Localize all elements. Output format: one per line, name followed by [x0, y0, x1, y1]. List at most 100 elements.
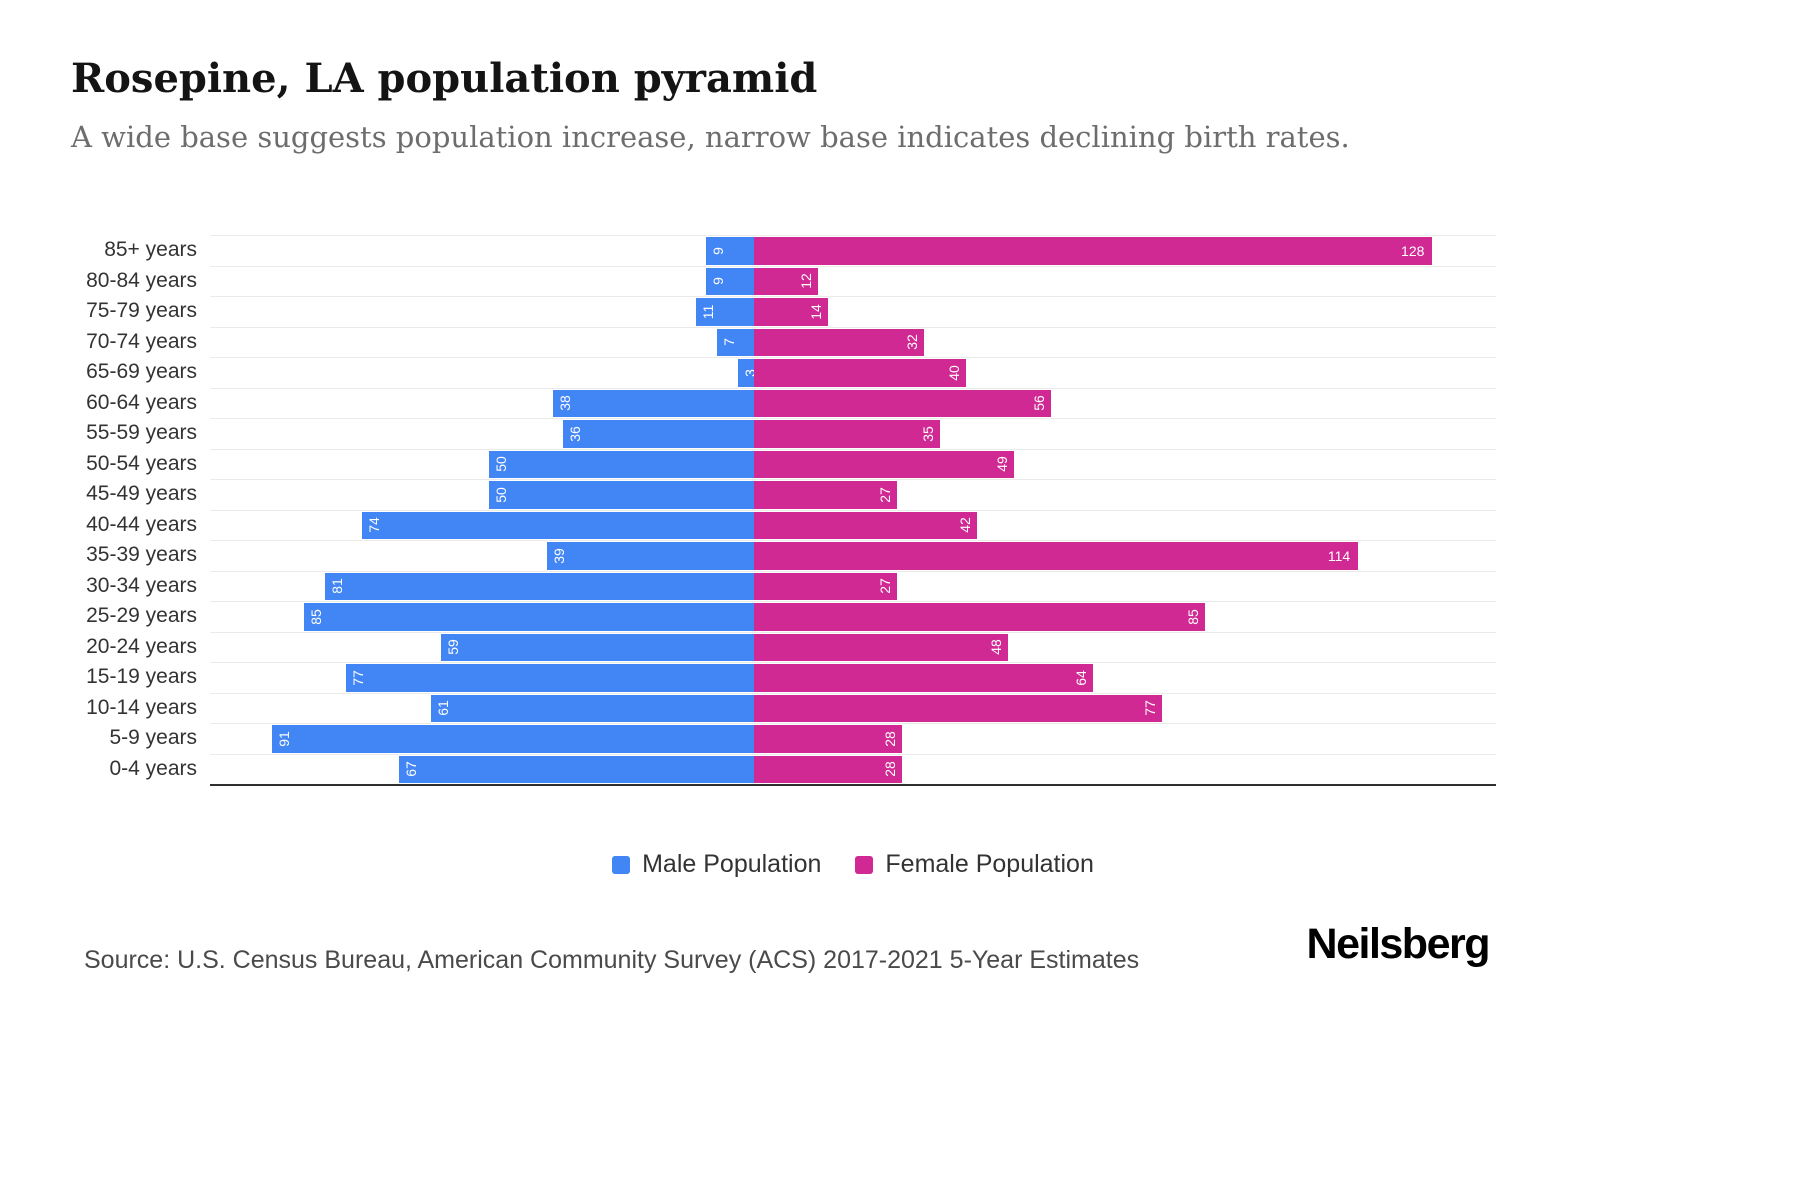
male-bar-value: 74 — [365, 517, 382, 534]
pyramid-row: 65-69 years 3 40 — [0, 357, 1496, 388]
male-bar[interactable]: 50 — [489, 481, 754, 509]
female-bar[interactable]: 42 — [754, 511, 977, 539]
male-bar-value: 11 — [699, 304, 716, 320]
female-bar-value: 35 — [919, 425, 936, 442]
male-bar-value: 9 — [710, 277, 727, 286]
pyramid-row: 70-74 years 7 32 — [0, 326, 1496, 358]
legend-female-label: Female Population — [885, 850, 1094, 878]
age-group-label: 75-79 years — [86, 299, 197, 322]
row-plot: 85 85 — [210, 601, 1496, 632]
male-bar[interactable]: 38 — [552, 389, 754, 417]
pyramid-row: 5-9 years 91 28 — [0, 723, 1496, 754]
female-bar[interactable]: 27 — [754, 572, 898, 600]
age-group-label: 70-74 years — [86, 329, 197, 353]
female-bar[interactable]: 27 — [754, 481, 898, 509]
male-bar-value: 38 — [556, 395, 573, 412]
male-bar[interactable]: 39 — [547, 542, 754, 570]
row-plot: 61 77 — [210, 692, 1496, 724]
row-plot: 67 28 — [210, 753, 1496, 785]
male-bar[interactable]: 36 — [563, 420, 754, 448]
female-bar[interactable]: 64 — [754, 664, 1094, 692]
row-plot: 81 27 — [210, 570, 1496, 602]
legend-item-female[interactable]: Female Population — [855, 850, 1094, 879]
female-bar-value: 114 — [1327, 547, 1351, 564]
male-bar-value: 7 — [720, 338, 737, 347]
female-bar-value: 77 — [1142, 700, 1159, 717]
age-group-label: 65-69 years — [86, 360, 197, 383]
female-bar-value: 40 — [946, 364, 962, 381]
male-bar[interactable]: 81 — [324, 572, 754, 600]
row-plot: 91 28 — [210, 723, 1496, 754]
row-plot: 50 27 — [210, 479, 1496, 510]
female-bar-value: 49 — [993, 456, 1010, 473]
neilsberg-logo: Neilsberg — [1306, 920, 1491, 968]
legend-male-label: Male Population — [642, 850, 822, 878]
male-bar[interactable]: 59 — [441, 633, 754, 661]
chart-subtitle: A wide base suggests population increase… — [71, 120, 1350, 154]
female-bar[interactable]: 12 — [754, 267, 818, 295]
female-bar-value: 64 — [1073, 669, 1090, 686]
pyramid-row: 50-54 years 50 49 — [0, 448, 1496, 480]
male-bar-value: 36 — [567, 425, 584, 442]
age-group-label: 30-34 years — [86, 573, 197, 597]
pyramid-row: 45-49 years 50 27 — [0, 479, 1496, 510]
pyramid-row: 40-44 years 74 42 — [0, 509, 1496, 541]
age-group-label: 80-84 years — [86, 268, 197, 292]
female-bar[interactable]: 85 — [754, 603, 1205, 631]
male-bar[interactable]: 74 — [361, 511, 754, 539]
male-bar-value: 85 — [307, 608, 324, 625]
row-plot: 39 114 — [210, 540, 1496, 571]
male-bar-value: 81 — [328, 578, 345, 595]
male-bar[interactable]: 91 — [271, 725, 754, 753]
pyramid-row: 25-29 years 85 85 — [0, 601, 1496, 632]
male-bar[interactable]: 85 — [303, 603, 754, 631]
female-bar-value: 85 — [1184, 608, 1201, 625]
male-bar[interactable]: 11 — [695, 298, 754, 326]
female-bar[interactable]: 40 — [754, 359, 966, 387]
age-group-label: 35-39 years — [86, 543, 197, 566]
male-bar-value: 39 — [551, 547, 568, 564]
female-bar[interactable]: 128 — [754, 237, 1433, 265]
female-bar[interactable]: 14 — [754, 298, 829, 326]
row-plot: 36 35 — [210, 418, 1496, 449]
female-bar[interactable]: 28 — [754, 755, 903, 783]
male-swatch-icon — [612, 855, 631, 874]
female-bar[interactable]: 28 — [754, 725, 903, 753]
female-bar[interactable]: 48 — [754, 633, 1009, 661]
male-bar[interactable]: 61 — [430, 694, 754, 722]
male-bar-value: 91 — [275, 730, 292, 747]
female-bar[interactable]: 35 — [754, 420, 940, 448]
female-bar-value: 128 — [1401, 242, 1425, 259]
age-group-label: 40-44 years — [86, 512, 197, 536]
female-bar[interactable]: 49 — [754, 450, 1014, 478]
female-bar[interactable]: 56 — [754, 389, 1051, 417]
male-bar[interactable]: 9 — [706, 237, 754, 265]
female-bar-value: 28 — [882, 730, 899, 747]
age-group-label: 20-24 years — [86, 634, 197, 658]
female-bar[interactable]: 114 — [754, 542, 1359, 570]
female-bar[interactable]: 77 — [754, 694, 1163, 722]
pyramid-row: 80-84 years 9 12 — [0, 265, 1496, 297]
male-bar[interactable]: 77 — [345, 664, 754, 692]
row-plot: 38 56 — [210, 387, 1496, 419]
legend-item-male[interactable]: Male Population — [612, 850, 821, 879]
age-group-label: 55-59 years — [86, 421, 197, 444]
row-plot: 50 49 — [210, 448, 1496, 480]
female-bar[interactable]: 32 — [754, 328, 924, 356]
male-bar-value: 77 — [349, 669, 366, 686]
male-bar[interactable]: 7 — [716, 328, 754, 356]
female-bar-value: 27 — [877, 578, 894, 595]
pyramid-row: 55-59 years 36 35 — [0, 418, 1496, 449]
male-bar[interactable]: 50 — [489, 450, 754, 478]
female-bar-value: 56 — [1030, 395, 1047, 412]
male-bar[interactable]: 67 — [398, 755, 754, 783]
chart-title: Rosepine, LA population pyramid — [71, 55, 818, 102]
male-bar[interactable]: 9 — [706, 267, 754, 295]
female-bar-value: 48 — [988, 639, 1005, 656]
age-group-label: 10-14 years — [86, 695, 197, 719]
row-plot: 74 42 — [210, 509, 1496, 541]
female-bar-value: 42 — [956, 517, 973, 534]
male-bar[interactable]: 3 — [738, 359, 758, 387]
pyramid-row: 10-14 years 61 77 — [0, 692, 1496, 724]
